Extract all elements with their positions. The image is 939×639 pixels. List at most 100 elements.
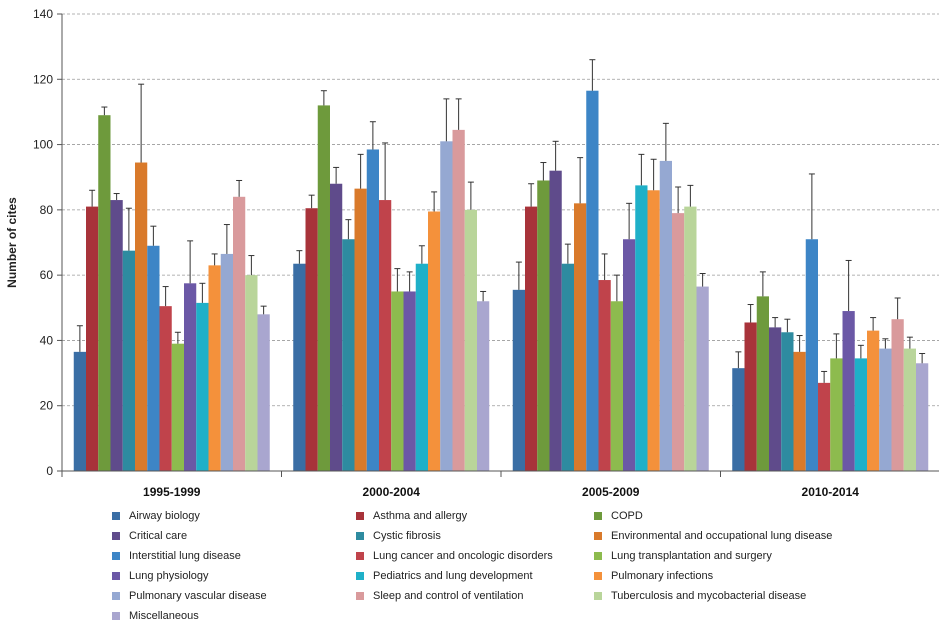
legend-label: Lung transplantation and surgery xyxy=(611,550,772,562)
bar xyxy=(452,129,465,471)
y-tick-label: 120 xyxy=(33,72,53,86)
x-tick-label: 1995-1999 xyxy=(143,485,201,499)
bar xyxy=(610,301,623,471)
legend-swatch xyxy=(112,512,120,520)
legend-item: Lung cancer and oncologic disorders xyxy=(356,548,594,564)
legend-label: Lung physiology xyxy=(129,570,209,582)
bar xyxy=(549,170,562,471)
legend-item: Airway biology xyxy=(112,508,356,524)
bar xyxy=(415,263,428,471)
legend-label: Tuberculosis and mycobacterial disease xyxy=(611,590,807,602)
legend-swatch xyxy=(594,572,602,580)
bar xyxy=(793,351,806,471)
legend-item: COPD xyxy=(594,508,894,524)
bar xyxy=(98,115,111,471)
bar xyxy=(86,206,99,472)
chart-legend: Airway biology Asthma and allergy COPD Crit… xyxy=(112,508,912,624)
bar xyxy=(245,275,258,471)
legend-item: Cystic fibrosis xyxy=(356,528,594,544)
bar xyxy=(830,358,843,471)
y-tick-label: 60 xyxy=(40,268,54,282)
legend-swatch xyxy=(356,532,364,540)
bar xyxy=(196,302,209,471)
y-axis-label: Number of cites xyxy=(5,197,19,288)
bar xyxy=(147,245,160,471)
bar xyxy=(623,239,636,471)
legend-swatch xyxy=(356,552,364,560)
bar xyxy=(818,382,831,471)
bar xyxy=(135,162,148,471)
legend-item: Critical care xyxy=(112,528,356,544)
bar xyxy=(477,301,490,471)
legend-label: Critical care xyxy=(129,530,188,542)
bar xyxy=(354,188,367,471)
bar xyxy=(659,160,672,471)
bar xyxy=(756,296,769,471)
legend-swatch xyxy=(594,592,602,600)
legend-item: Miscellaneous xyxy=(112,608,356,624)
legend-item: Interstitial lung disease xyxy=(112,548,356,564)
bar xyxy=(73,351,86,471)
legend-swatch xyxy=(112,592,120,600)
legend-swatch xyxy=(112,532,120,540)
legend-swatch xyxy=(112,552,120,560)
bar xyxy=(854,358,867,471)
bar xyxy=(208,265,221,471)
bar xyxy=(903,348,916,471)
y-tick-label: 0 xyxy=(46,464,53,478)
bar xyxy=(574,203,587,472)
legend-item: Sleep and control of ventilation xyxy=(356,588,594,604)
legend-item: Pulmonary vascular disease xyxy=(112,588,356,604)
legend-item: Pulmonary infections xyxy=(594,568,894,584)
legend-label: Pulmonary infections xyxy=(611,570,714,582)
bar xyxy=(512,289,525,471)
bar xyxy=(744,322,757,471)
legend-swatch xyxy=(594,552,602,560)
legend-label: Miscellaneous xyxy=(129,610,199,622)
bar xyxy=(159,306,172,471)
legend-swatch xyxy=(112,572,120,580)
bar xyxy=(366,149,379,472)
bar xyxy=(867,330,880,471)
legend-label: Asthma and allergy xyxy=(373,510,468,522)
bar xyxy=(305,208,318,471)
bar xyxy=(842,311,855,471)
x-tick-label: 2000-2004 xyxy=(363,485,421,499)
x-tick-label: 2005-2009 xyxy=(582,485,640,499)
legend-label: Environmental and occupational lung dise… xyxy=(611,530,833,542)
legend-label: Pediatrics and lung development xyxy=(373,570,533,582)
legend-label: Pulmonary vascular disease xyxy=(129,590,267,602)
bar xyxy=(525,206,538,472)
bar xyxy=(233,196,246,472)
y-tick-label: 80 xyxy=(40,203,54,217)
bar xyxy=(391,291,404,471)
legend-label: Airway biology xyxy=(129,510,200,522)
bar xyxy=(379,200,392,472)
legend-label: Cystic fibrosis xyxy=(373,530,441,542)
legend-item: Asthma and allergy xyxy=(356,508,594,524)
bar xyxy=(342,239,355,471)
bar xyxy=(293,263,306,471)
bar xyxy=(672,213,685,471)
x-tick-label: 2010-2014 xyxy=(802,485,860,499)
legend-label: Interstitial lung disease xyxy=(129,550,241,562)
legend-item: Lung physiology xyxy=(112,568,356,584)
legend-swatch xyxy=(356,592,364,600)
legend-label: Lung cancer and oncologic disorders xyxy=(373,550,553,562)
bar xyxy=(428,211,441,471)
bar xyxy=(586,90,599,471)
bar xyxy=(684,206,697,472)
bar xyxy=(110,200,123,472)
bar xyxy=(403,291,416,471)
bar xyxy=(916,363,929,471)
legend-swatch xyxy=(112,612,120,620)
bar xyxy=(769,327,782,471)
bar xyxy=(732,368,745,471)
y-tick-label: 140 xyxy=(33,7,53,21)
bar xyxy=(879,348,892,471)
bar xyxy=(781,332,794,471)
bar xyxy=(257,314,270,471)
bar xyxy=(891,319,904,471)
bar xyxy=(537,180,550,471)
bar xyxy=(220,253,233,471)
